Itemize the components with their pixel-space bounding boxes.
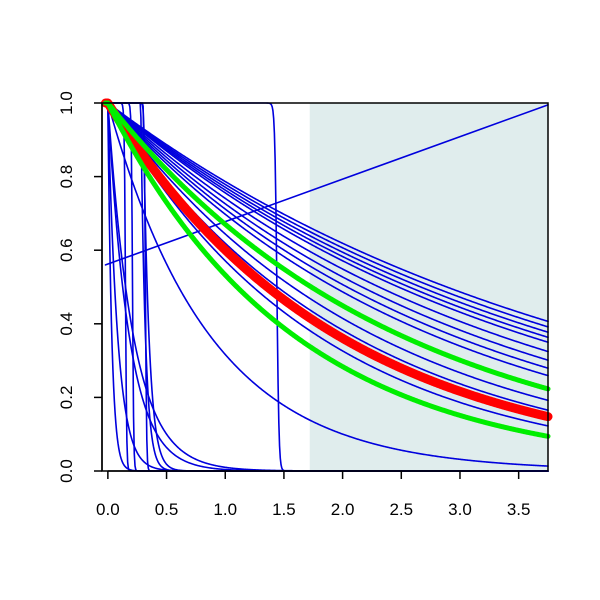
- series-line-blue-7: [104, 102, 549, 369]
- series-line-blue-1: [104, 102, 549, 328]
- y-axis: 0.0 0.2 0.4 0.6 0.8 1.0: [57, 91, 103, 483]
- series-line-blue-14: [104, 102, 549, 467]
- x-tick-label: 1.0: [213, 500, 237, 519]
- series-line-blue-25: [104, 104, 549, 266]
- series-line-blue-10: [104, 102, 549, 402]
- y-tick-label: 0.6: [57, 238, 76, 262]
- x-tick-label: 2.0: [331, 500, 355, 519]
- x-axis: 0.0 0.5 1.0 1.5 2.0 2.5 3.0 3.5: [96, 470, 531, 519]
- y-tick-label: 0.4: [57, 312, 76, 336]
- series-line-blue-8: [104, 102, 549, 377]
- series-line-blue-3: [104, 102, 549, 339]
- x-tick-label: 1.5: [272, 500, 296, 519]
- x-tick-label: 0.5: [155, 500, 179, 519]
- series-line-red-26: [101, 98, 553, 422]
- series-line-blue-13: [104, 102, 549, 427]
- y-tick-label: 0.0: [57, 459, 76, 483]
- x-tick-label: 0.0: [96, 500, 120, 519]
- y-tick-label: 0.8: [57, 165, 76, 189]
- series-line-blue-5: [104, 102, 549, 353]
- series-line-blue-6: [104, 102, 549, 361]
- series-line-blue-0: [104, 102, 549, 323]
- x-tick-label: 3.0: [448, 500, 472, 519]
- y-tick-label: 1.0: [57, 91, 76, 115]
- x-tick-label: 3.5: [507, 500, 531, 519]
- y-tick-label: 0.2: [57, 386, 76, 410]
- series-line-blue-4: [104, 102, 549, 344]
- x-tick-label: 2.5: [389, 500, 413, 519]
- series-line-blue-2: [104, 102, 549, 333]
- series-line-green-28: [103, 100, 551, 439]
- series-line-green-27: [103, 100, 551, 392]
